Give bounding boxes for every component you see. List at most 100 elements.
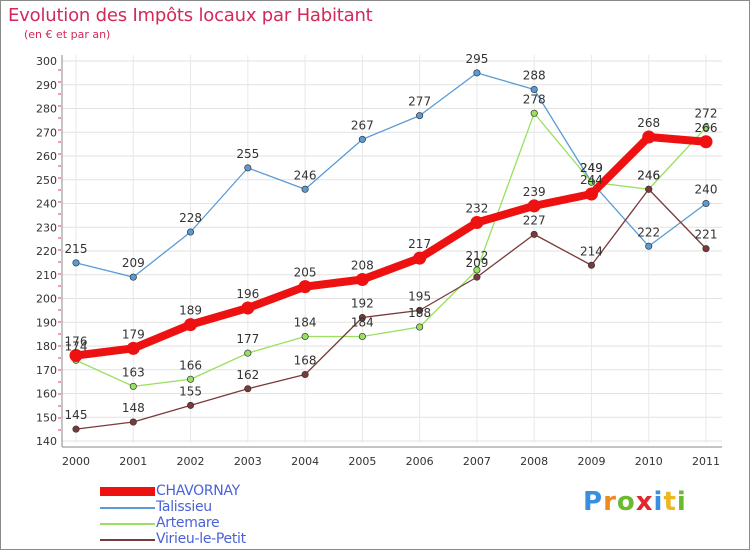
- y-tick-label-190: 190: [36, 316, 57, 329]
- data-point-talissieu-2006: [416, 112, 424, 120]
- y-tick-label-200: 200: [36, 293, 57, 306]
- x-tick-label-2009: 2009: [577, 455, 605, 468]
- data-label-chavornay-2011: 266: [695, 121, 718, 135]
- series-line-talissieu: [75, 72, 707, 278]
- data-point-talissieu-2010: [645, 242, 653, 250]
- data-point-talissieu-2007: [473, 69, 481, 77]
- data-label-artemare-2001: 163: [122, 365, 145, 379]
- y-tick-label-210: 210: [36, 269, 57, 282]
- data-point-artemare-2009: [587, 178, 596, 186]
- proxiti-logo: Proxiti: [583, 487, 687, 517]
- data-label-chavornay-2006: 217: [408, 237, 431, 251]
- data-label-artemare-2006: 188: [408, 306, 431, 320]
- legend-label-chavornay: CHAVORNAY: [156, 483, 240, 499]
- data-point-chavornay-2009: [584, 187, 598, 201]
- data-point-artemare-2001: [129, 382, 137, 390]
- series-line-virieu-le-petit: [75, 188, 707, 430]
- data-label-artemare-2003: 177: [236, 332, 259, 346]
- data-label-talissieu-2008: 288: [523, 69, 546, 83]
- x-tick-label-2001: 2001: [119, 455, 147, 468]
- data-label-chavornay-2001: 179: [122, 327, 145, 341]
- data-label-artemare-2009: 249: [580, 161, 603, 175]
- chart-subtitle: (en € et par an): [24, 28, 111, 41]
- data-label-artemare-2000: 174: [65, 339, 88, 353]
- x-tick-label-2003: 2003: [234, 455, 262, 468]
- chart-title: Evolution des Impôts locaux par Habitant: [8, 5, 373, 26]
- data-point-chavornay-2004: [298, 280, 312, 294]
- x-tick-label-2000: 2000: [62, 455, 90, 468]
- data-label-virieu-le-petit-2008: 227: [523, 213, 546, 227]
- data-point-artemare-2003: [244, 349, 252, 357]
- data-label-chavornay-2008: 239: [523, 185, 546, 199]
- data-label-virieu-le-petit-2006: 195: [408, 289, 431, 303]
- line-chart: 140 150 160 170 180 190 200 210 220 230 240 250 260 2…: [36, 52, 722, 468]
- data-point-artemare-2006: [416, 323, 424, 331]
- data-label-chavornay-2004: 205: [294, 266, 317, 280]
- y-tick-label-240: 240: [36, 198, 57, 211]
- x-tick-label-2010: 2010: [635, 455, 663, 468]
- data-point-talissieu-2011: [702, 199, 710, 208]
- legend-label-virieu: Virieu-le-Petit: [156, 531, 246, 547]
- data-label-artemare-2011: 272: [695, 107, 718, 121]
- data-label-virieu-le-petit-2003: 162: [236, 368, 259, 382]
- data-point-chavornay-2008: [527, 199, 541, 213]
- legend-swatch-chavornay: [100, 487, 155, 496]
- data-label-talissieu-2006: 277: [408, 95, 431, 109]
- data-label-talissieu-2000: 215: [65, 242, 88, 256]
- data-point-artemare-2005: [358, 332, 366, 341]
- x-tick-label-2011: 2011: [692, 455, 720, 468]
- data-label-talissieu-2003: 255: [236, 147, 259, 161]
- legend-swatch-talissieu: [100, 507, 155, 509]
- y-tick-label-220: 220: [36, 245, 57, 258]
- data-point-virieu-le-petit-2009: [587, 261, 596, 269]
- data-point-virieu-le-petit-2008: [530, 230, 538, 238]
- data-point-virieu-le-petit-2001: [129, 418, 137, 426]
- legend-swatch-virieu: [100, 539, 155, 541]
- series-line-chavornay: [75, 133, 707, 360]
- y-tick-label-270: 270: [36, 126, 57, 139]
- data-point-talissieu-2001: [129, 273, 137, 281]
- data-label-artemare-2002: 166: [179, 358, 202, 372]
- data-point-chavornay-2006: [413, 251, 427, 265]
- data-label-talissieu-2002: 228: [179, 211, 202, 225]
- data-point-talissieu-2003: [244, 164, 252, 172]
- data-point-talissieu-2008: [530, 85, 538, 94]
- data-label-chavornay-2003: 196: [236, 287, 259, 301]
- data-label-talissieu-2004: 246: [294, 168, 317, 182]
- x-tick-label-2005: 2005: [348, 455, 376, 468]
- data-label-virieu-le-petit-2001: 148: [122, 401, 145, 415]
- data-label-virieu-le-petit-2009: 214: [580, 244, 603, 258]
- data-point-talissieu-2002: [186, 228, 195, 236]
- data-label-chavornay-2007: 232: [465, 202, 488, 216]
- data-point-virieu-le-petit-2002: [186, 401, 195, 409]
- data-label-chavornay-2002: 189: [179, 304, 202, 318]
- data-point-chavornay-2007: [470, 216, 484, 229]
- data-label-virieu-le-petit-2010: 246: [637, 168, 660, 182]
- y-tick-label-150: 150: [36, 411, 57, 424]
- data-point-artemare-2004: [301, 332, 309, 341]
- data-point-virieu-le-petit-2007: [473, 273, 481, 281]
- data-point-artemare-2002: [186, 375, 195, 383]
- data-point-virieu-le-petit-2005: [358, 313, 366, 322]
- data-label-talissieu-2010: 222: [637, 225, 660, 239]
- data-point-virieu-le-petit-2010: [645, 185, 653, 193]
- data-point-virieu-le-petit-2011: [702, 245, 710, 253]
- data-point-chavornay-2005: [355, 273, 369, 286]
- data-label-talissieu-2007: 295: [465, 52, 488, 66]
- data-label-artemare-2004: 184: [294, 316, 317, 330]
- data-label-chavornay-2010: 268: [637, 116, 660, 130]
- data-point-chavornay-2011: [699, 135, 713, 149]
- y-tick-label-160: 160: [36, 388, 57, 401]
- x-tick-label-2008: 2008: [520, 455, 548, 468]
- data-label-chavornay-2000: 176: [65, 335, 88, 349]
- data-label-virieu-le-petit-2002: 155: [179, 384, 202, 398]
- data-label-virieu-le-petit-2011: 221: [695, 228, 718, 242]
- y-tick-label-170: 170: [36, 364, 57, 377]
- x-tick-label-2004: 2004: [291, 455, 319, 468]
- data-label-talissieu-2009: 249: [580, 161, 603, 175]
- y-tick-label-300: 300: [36, 55, 57, 68]
- x-tick-label-2007: 2007: [463, 455, 491, 468]
- legend-label-talissieu: Talissieu: [156, 499, 212, 515]
- data-point-chavornay-2000: [69, 349, 83, 362]
- y-tick-label-230: 230: [36, 221, 57, 234]
